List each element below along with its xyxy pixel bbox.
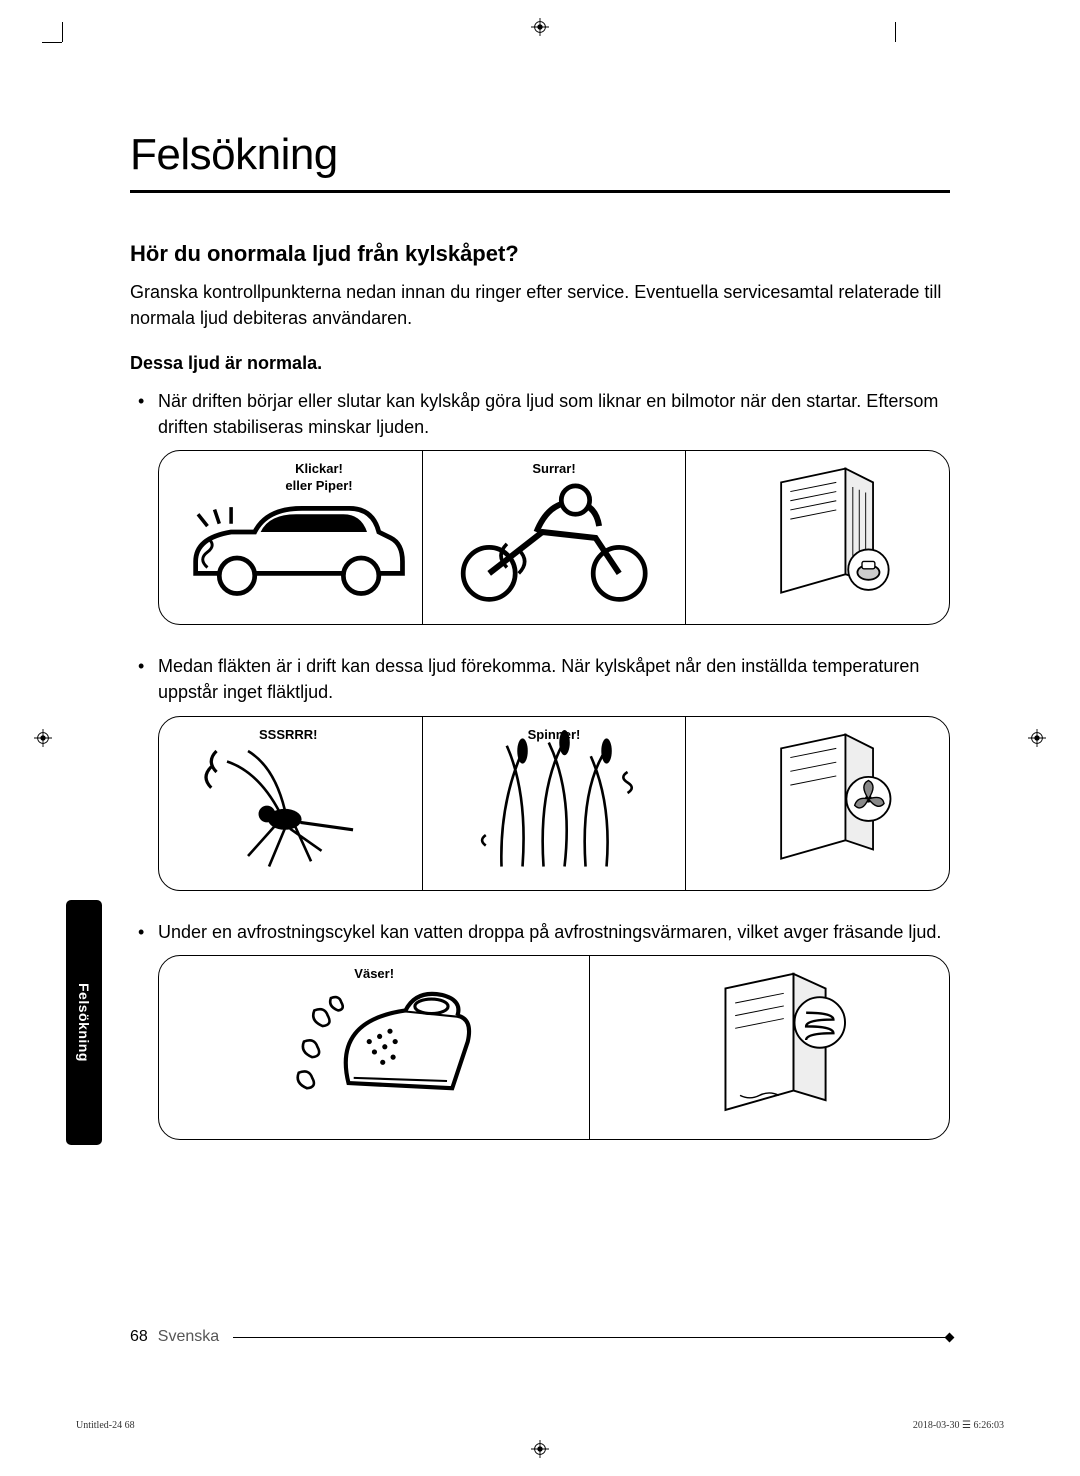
list-item: När driften börjar eller slutar kan kyls… (158, 388, 950, 625)
section-tab-label: Felsökning (76, 983, 92, 1062)
motorcycle-icon (436, 467, 672, 609)
illustration-panel: Surrar! (422, 451, 686, 624)
illustration-caption: Klickar! eller Piper! (249, 461, 389, 495)
illustration-panel: Klickar! eller Piper! (159, 451, 422, 624)
illustration-caption: Surrar! (423, 461, 686, 478)
registration-mark-icon (531, 1440, 549, 1458)
section-heading: Hör du onormala ljud från kylskåpet? (130, 241, 950, 267)
crop-mark (42, 42, 62, 43)
illustration-panel (685, 717, 949, 890)
illustration-row: Klickar! eller Piper! Surrar! (158, 450, 950, 625)
fridge-heater-icon (672, 969, 866, 1125)
illustration-row: SSSRRR! Spinner! (158, 716, 950, 891)
registration-mark-icon (34, 729, 52, 747)
list-item: Under en avfrostningscykel kan vatten dr… (158, 919, 950, 1140)
registration-mark-icon (531, 18, 549, 36)
illustration-caption: Spinner! (423, 727, 686, 744)
footer-language: Svenska (158, 1328, 219, 1346)
page-content: Felsökning Hör du onormala ljud från kyl… (130, 130, 950, 1168)
illustration-panel (589, 956, 949, 1139)
mosquito-icon (185, 730, 395, 877)
page-title: Felsökning (130, 130, 950, 193)
print-slug-left: Untitled-24 68 (76, 1420, 135, 1431)
illustration-panel (685, 451, 949, 624)
list-text: Medan fläkten är i drift kan dessa ljud … (158, 656, 919, 702)
intro-paragraph: Granska kontrollpunkterna nedan innan du… (130, 279, 950, 331)
footer-rule (233, 1337, 950, 1338)
list-item: Medan fläkten är i drift kan dessa ljud … (158, 653, 950, 890)
illustration-row: Väser! (158, 955, 950, 1140)
illustration-caption: SSSRRR! (259, 727, 318, 744)
illustration-caption: Väser! (159, 966, 589, 983)
fridge-fan-icon (726, 730, 910, 877)
list-text: Under en avfrostningscykel kan vatten dr… (158, 922, 941, 942)
page-footer: 68 Svenska (130, 1328, 950, 1346)
illustration-panel: Väser! (159, 956, 589, 1139)
sub-heading: Dessa ljud är normala. (130, 353, 950, 374)
page-number: 68 (130, 1328, 148, 1346)
crop-mark (62, 22, 63, 42)
steam-iron-icon (250, 969, 499, 1125)
crop-mark (895, 22, 896, 42)
bullet-list: När driften börjar eller slutar kan kyls… (130, 388, 950, 1139)
list-text: När driften börjar eller slutar kan kyls… (158, 391, 938, 437)
illustration-panel: SSSRRR! (159, 717, 422, 890)
section-tab: Felsökning (66, 900, 102, 1145)
print-slug-right: 2018-03-30 ☰ 6:26:03 (913, 1420, 1004, 1431)
fridge-compressor-icon (726, 464, 910, 611)
reeds-wind-icon (449, 730, 659, 877)
registration-mark-icon (1028, 729, 1046, 747)
illustration-panel: Spinner! (422, 717, 686, 890)
